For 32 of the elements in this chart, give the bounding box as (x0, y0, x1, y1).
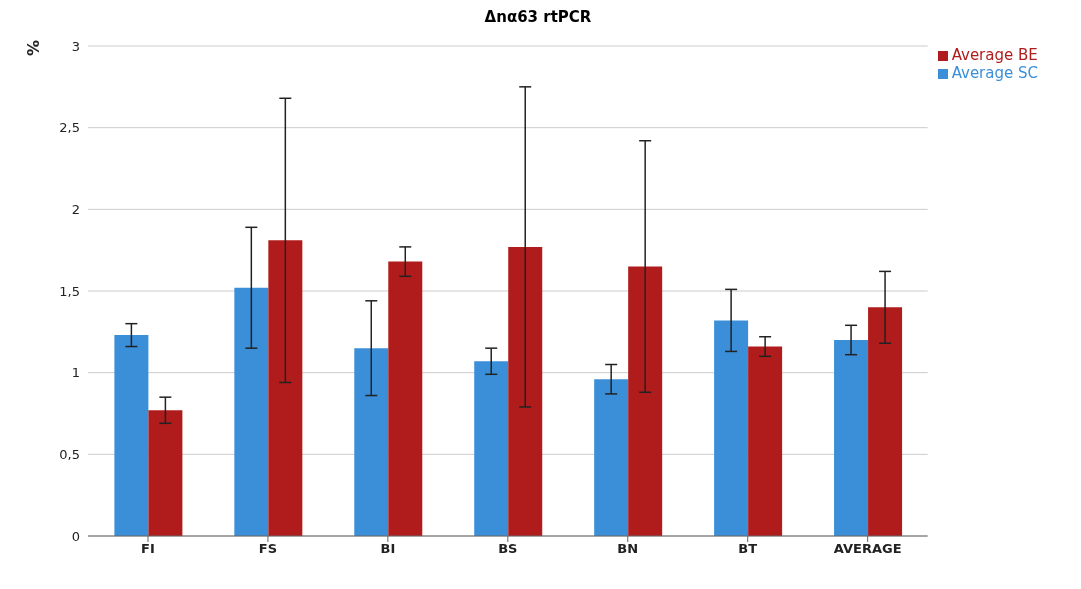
bar (474, 361, 509, 536)
chart-title: Δnα63 rtPCR (483, 8, 593, 26)
y-tick-label: 3 (71, 38, 80, 54)
x-tick-label: FS (258, 541, 278, 557)
bar (268, 240, 303, 536)
x-tick-label: BI (380, 541, 396, 557)
x-tick-label: AVERAGE (833, 541, 902, 557)
y-tick-label: 1,5 (59, 283, 80, 299)
bar (628, 266, 663, 536)
bar (354, 348, 389, 536)
y-axis-title: % (24, 39, 44, 56)
bar (714, 320, 749, 536)
x-tick-label: BS (498, 541, 518, 557)
y-tick-label: 2 (71, 201, 80, 217)
bar (834, 340, 869, 536)
bar (868, 307, 903, 536)
y-tick-label: 1 (71, 365, 80, 381)
bar (508, 246, 543, 536)
x-tick-label: BN (617, 541, 639, 557)
y-tick-label: 0 (71, 528, 80, 544)
bar (114, 335, 149, 536)
bar (234, 287, 269, 536)
legend-label: Average SC (951, 64, 1038, 82)
bar (148, 410, 183, 536)
bar (748, 346, 783, 536)
x-tick-label: BT (738, 541, 758, 557)
legend-label: Average BE (951, 46, 1038, 64)
x-tick-label: FI (141, 541, 155, 557)
bar (594, 379, 629, 536)
y-tick-label: 0,5 (59, 446, 80, 462)
bar (388, 261, 423, 536)
y-tick-label: 2,5 (59, 120, 80, 136)
